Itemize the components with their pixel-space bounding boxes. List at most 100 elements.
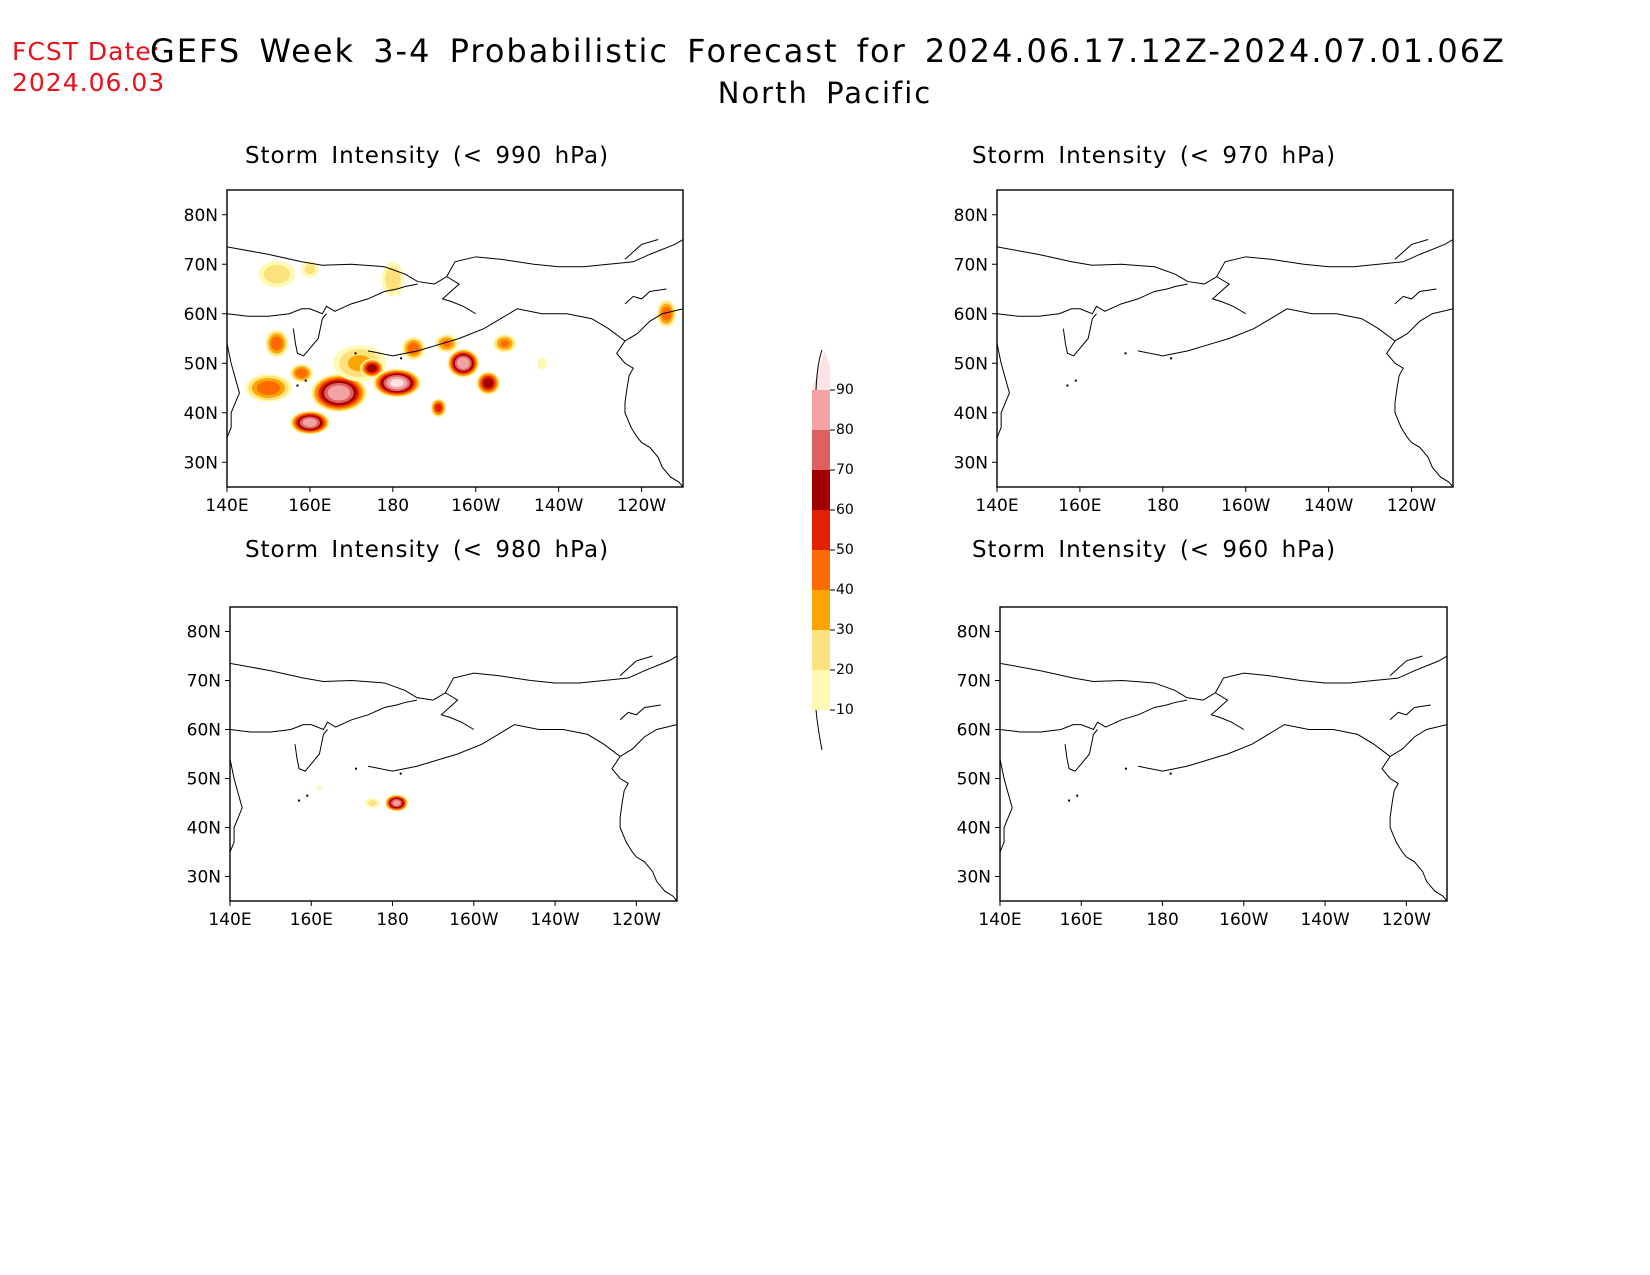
coastlines (227, 239, 683, 487)
coastline-8 (1138, 758, 1212, 772)
prob-contour-8-60 (367, 364, 377, 373)
lat-label-80N: 80N (184, 206, 218, 226)
coastline-1 (1204, 239, 1453, 285)
island-1 (1170, 357, 1173, 360)
coastline-10 (1394, 288, 1437, 305)
map-970-svg: 80N 70N 60N 50N 40N 30N 140E 160E 180 160W 140W 120… (954, 189, 1454, 516)
prob-contour-15-60 (483, 378, 494, 388)
colorbar-label-60: 60 (836, 502, 854, 518)
colorbar-segment-80 (812, 390, 830, 430)
lat-label-40N: 40N (187, 819, 221, 839)
coastline-5 (997, 283, 1188, 317)
colorbar-segment-10 (812, 670, 830, 710)
colorbar-segment-20 (812, 630, 830, 670)
island-3 (306, 794, 309, 797)
coastline-8 (368, 758, 442, 772)
colorbar-segment-50 (812, 510, 830, 550)
lat-label-60N: 60N (957, 721, 991, 741)
island-2 (1066, 384, 1069, 387)
lon-label-160E: 160E (290, 910, 333, 930)
lat-label-80N: 80N (957, 623, 991, 643)
lat-label-50N: 50N (187, 770, 221, 790)
coastline-10 (624, 288, 667, 305)
coastline-2 (611, 724, 677, 901)
coastline-10 (1389, 704, 1431, 721)
map-panel-990: 80N 70N 60N 50N 40N 30N 140E 160E 180 160W 140W 120… (184, 189, 684, 516)
map-panel-960: 80N 70N 60N 50N 40N 30N 140E 160E 180 160W 140W 120… (957, 606, 1448, 930)
coastline-5 (230, 699, 418, 733)
coastline-7 (997, 343, 1010, 438)
coastline-0 (997, 246, 1205, 285)
coastline-9 (624, 239, 659, 260)
panel-title-970: Storm Intensity (< 970 hPa) (971, 143, 1337, 169)
lon-label-140W: 140W (534, 496, 583, 516)
lon-label-120W: 120W (617, 496, 666, 516)
lat-label-60N: 60N (187, 721, 221, 741)
lat-label-80N: 80N (187, 623, 221, 643)
island-1 (400, 357, 403, 360)
coastline-8 (367, 342, 443, 357)
colorbar-label-10: 10 (836, 702, 854, 718)
map-panel-970: 80N 70N 60N 50N 40N 30N 140E 160E 180 160W 140W 120… (954, 189, 1454, 516)
lat-label-40N: 40N (954, 404, 988, 424)
coastline-6 (1064, 729, 1098, 772)
island-0 (354, 767, 357, 770)
island-3 (1076, 794, 1079, 797)
forecast-date-label: FCST Date: (12, 37, 162, 66)
prob-contour-4-80 (302, 418, 318, 427)
colorbar-label-40: 40 (836, 582, 854, 598)
prob-contour-17-10 (536, 357, 548, 370)
probability-fill (316, 785, 409, 812)
island-2 (296, 384, 299, 387)
colorbar-label-50: 50 (836, 542, 854, 558)
map-frame (999, 606, 1448, 902)
lat-label-70N: 70N (954, 255, 988, 275)
coastline-0 (1000, 662, 1204, 701)
lat-label-80N: 80N (954, 206, 988, 226)
lon-label-180: 180 (376, 910, 408, 930)
lon-label-160E: 160E (1058, 496, 1101, 516)
coastline-0 (230, 662, 434, 701)
colorbar-label-80: 80 (836, 422, 854, 438)
coastline-3 (1212, 308, 1396, 344)
coastlines (1000, 655, 1447, 901)
colorbar-label-90: 90 (836, 382, 854, 398)
lat-label-70N: 70N (184, 255, 218, 275)
map-980-svg: 80N 70N 60N 50N 40N 30N 140E 160E 180 160W 140W 120… (187, 606, 678, 930)
island-0 (1124, 352, 1127, 355)
coastline-10 (619, 704, 661, 721)
coastline-5 (1000, 699, 1188, 733)
coastline-6 (292, 313, 327, 357)
coastline-0 (227, 246, 435, 285)
colorbar-segment-90 (812, 350, 830, 390)
lat-label-30N: 30N (954, 453, 988, 473)
coastline-2 (1386, 308, 1453, 487)
colorbar-label-30: 30 (836, 622, 854, 638)
lon-label-180: 180 (377, 496, 409, 516)
prob-contour-0-40 (256, 380, 281, 396)
lon-label-160E: 160E (1060, 910, 1103, 930)
probability-fill (245, 260, 677, 435)
coastline-7 (230, 758, 243, 853)
prob-contour-0-20 (368, 800, 377, 806)
colorbar-upper-edge (815, 349, 823, 391)
panel-title-960: Storm Intensity (< 960 hPa) (971, 537, 1337, 563)
page-title: GEFS Week 3-4 Probabilistic Forecast for… (150, 32, 1506, 70)
lon-label-140W: 140W (1304, 496, 1353, 516)
prob-contour-3-40 (295, 368, 308, 378)
island-3 (304, 379, 307, 382)
prob-contour-2-20 (263, 264, 290, 284)
island-0 (1124, 767, 1127, 770)
lat-label-60N: 60N (184, 305, 218, 325)
island-1 (1169, 772, 1172, 775)
coastline-2 (1381, 724, 1447, 901)
colorbar: 10 20 30 40 50 60 70 80 90 (800, 330, 860, 754)
lat-label-50N: 50N (957, 770, 991, 790)
coastline-1 (434, 239, 683, 285)
lon-label-120W: 120W (612, 910, 661, 930)
forecast-date-block: FCST Date: 2024.06.03 (12, 36, 165, 98)
coastline-4 (440, 692, 475, 730)
map-panel-980: 80N 70N 60N 50N 40N 30N 140E 160E 180 160W 140W 120… (187, 606, 678, 930)
lat-label-30N: 30N (957, 868, 991, 888)
prob-contour-9-20 (384, 266, 401, 292)
